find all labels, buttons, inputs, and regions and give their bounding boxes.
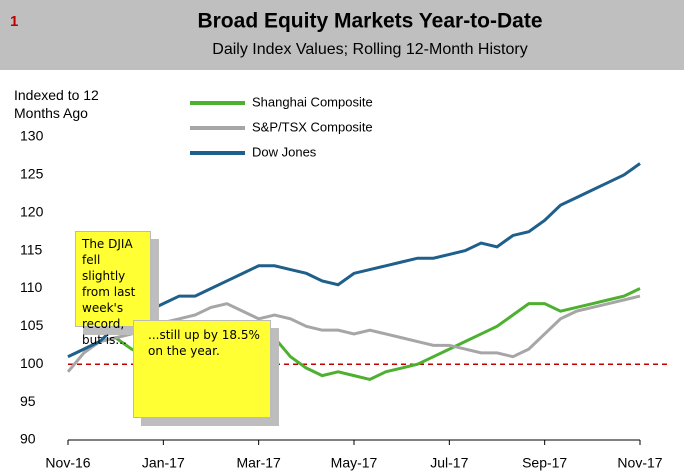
annotation: The DJIA fell slightly from last week's …: [75, 231, 151, 347]
chart-subtitle: Daily Index Values; Rolling 12-Month His…: [212, 41, 527, 58]
y-tick-label: 95: [20, 393, 36, 409]
legend-label: S&P/TSX Composite: [252, 119, 373, 134]
y-tick-label: 110: [20, 279, 43, 295]
x-tick-label: Jan-17: [142, 455, 185, 471]
series-line: [67, 162, 641, 359]
page-number: 1: [10, 13, 18, 30]
legend-label: Shanghai Composite: [252, 94, 373, 109]
y-tick-label: 130: [20, 128, 44, 144]
x-tick-label: Nov-17: [617, 455, 662, 471]
y-tick-label: 115: [20, 241, 43, 257]
x-tick-label: Sep-17: [522, 455, 567, 471]
y-tick-label: 120: [20, 203, 44, 219]
x-tick-label: Nov-16: [45, 455, 90, 471]
annotation: ...still up by 18.5% on the year.: [133, 320, 271, 418]
y-axis-label: Indexed to 12 Months Ago: [14, 87, 99, 121]
y-tick-label: 125: [20, 166, 44, 182]
y-tick-label: 90: [20, 431, 36, 447]
chart-title: Broad Equity Markets Year-to-Date: [197, 10, 542, 33]
y-tick-label: 105: [20, 317, 44, 333]
x-tick-label: Jul-17: [430, 455, 468, 471]
x-tick-label: Mar-17: [236, 455, 281, 471]
header-band: [0, 0, 684, 70]
legend-label: Dow Jones: [252, 144, 317, 159]
y-tick-label: 100: [20, 355, 44, 371]
x-tick-label: May-17: [331, 455, 378, 471]
